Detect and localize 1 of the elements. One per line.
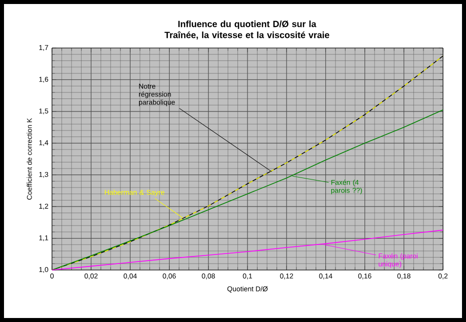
chart-title: Influence du quotient D/Ø sur la Traînée, la vitesse et la viscosité vraie (164, 20, 330, 40)
